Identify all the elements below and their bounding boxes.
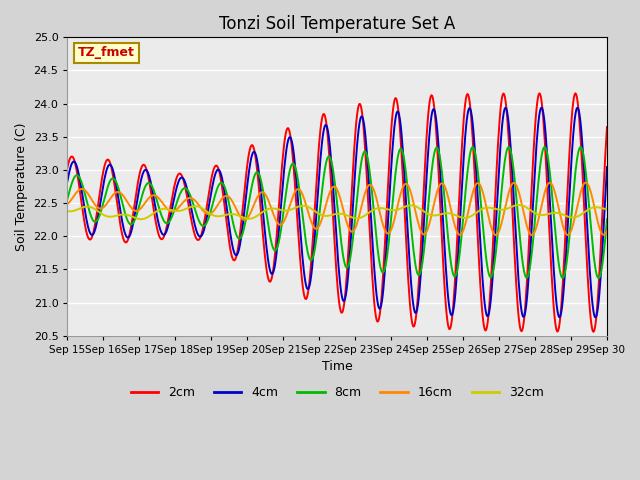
2cm [129, 214, 136, 219]
2cm [212, 163, 220, 168]
32cm [184, 205, 192, 211]
2cm [419, 212, 426, 218]
8cm [419, 260, 426, 265]
2cm [603, 124, 611, 130]
2cm [403, 249, 410, 254]
Legend: 2cm, 4cm, 8cm, 16cm, 32cm: 2cm, 4cm, 8cm, 16cm, 32cm [125, 381, 549, 404]
8cm [212, 189, 220, 195]
8cm [184, 187, 191, 193]
4cm [129, 223, 136, 228]
8cm [74, 172, 81, 178]
16cm [492, 232, 500, 238]
2cm [572, 90, 579, 96]
4cm [212, 169, 220, 175]
2cm [589, 329, 597, 335]
Line: 2cm: 2cm [67, 93, 607, 332]
8cm [595, 275, 603, 281]
4cm [592, 314, 600, 320]
16cm [603, 228, 611, 234]
4cm [63, 178, 71, 184]
16cm [129, 206, 136, 212]
8cm [505, 144, 513, 150]
Line: 8cm: 8cm [67, 147, 607, 278]
2cm [74, 170, 81, 176]
16cm [74, 189, 81, 194]
16cm [419, 231, 426, 237]
16cm [63, 201, 71, 207]
16cm [184, 196, 191, 202]
2cm [63, 165, 71, 170]
Line: 4cm: 4cm [67, 108, 607, 317]
32cm [404, 203, 412, 209]
16cm [403, 181, 410, 187]
8cm [63, 196, 71, 202]
4cm [403, 209, 410, 215]
Text: TZ_fmet: TZ_fmet [78, 46, 135, 60]
4cm [603, 164, 611, 170]
2cm [184, 196, 191, 202]
32cm [419, 208, 427, 214]
32cm [63, 208, 71, 214]
8cm [129, 220, 136, 226]
4cm [184, 188, 191, 193]
4cm [419, 247, 426, 252]
32cm [137, 216, 145, 222]
32cm [213, 213, 221, 219]
Line: 32cm: 32cm [67, 205, 607, 219]
4cm [538, 105, 545, 110]
Title: Tonzi Soil Temperature Set A: Tonzi Soil Temperature Set A [219, 15, 455, 33]
8cm [603, 216, 611, 222]
4cm [74, 165, 81, 170]
32cm [515, 202, 523, 208]
X-axis label: Time: Time [322, 360, 353, 373]
8cm [403, 176, 410, 182]
16cm [582, 180, 590, 185]
32cm [603, 206, 611, 212]
32cm [74, 207, 81, 213]
32cm [129, 214, 136, 220]
16cm [212, 205, 220, 211]
Y-axis label: Soil Temperature (C): Soil Temperature (C) [15, 122, 28, 251]
Line: 16cm: 16cm [67, 182, 607, 235]
